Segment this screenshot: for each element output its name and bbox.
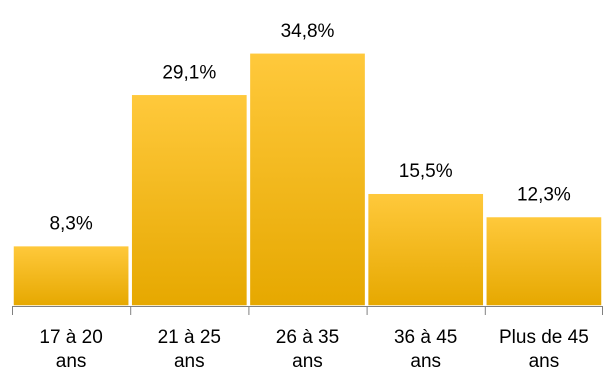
bar-value-label-0: 8,3%	[49, 214, 92, 235]
bar-1	[130, 93, 249, 307]
bar-value-label-3: 15,5%	[399, 161, 453, 182]
x-tick-label-1-line-0: 21 à 25	[158, 327, 221, 348]
bar-2	[248, 52, 367, 307]
x-tick-label-3-line-1: ans	[410, 351, 441, 372]
x-tick-label-3-line-0: 36 à 45	[394, 327, 457, 348]
x-tick-label-0-line-1: ans	[56, 351, 87, 372]
x-axis	[12, 306, 603, 315]
x-tick-label-0-line-0: 17 à 20	[39, 327, 102, 348]
x-tick-label-1-line-1: ans	[174, 351, 205, 372]
bar-value-label-2: 34,8%	[281, 21, 335, 42]
bar-3	[366, 192, 485, 307]
x-tick-label-4-line-1: ans	[529, 351, 560, 372]
bar-value-label-4: 12,3%	[517, 185, 571, 206]
bar-value-label-1: 29,1%	[162, 62, 216, 83]
bar-0	[12, 244, 130, 307]
x-tick-label-2-line-0: 26 à 35	[276, 327, 339, 348]
bars-group	[12, 52, 603, 307]
x-tick-labels-group: 17 à 20 ans 21 à 25 ans 26 à 35 ans 36 à 45 ans…	[39, 327, 588, 372]
bar-4	[485, 215, 603, 307]
x-tick-label-2-line-1: ans	[292, 351, 323, 372]
x-tick-label-4-line-0: Plus de 45	[499, 327, 589, 348]
value-labels-group: 8,3% 29,1% 34,8% 15,5% 12,3%	[49, 21, 570, 235]
